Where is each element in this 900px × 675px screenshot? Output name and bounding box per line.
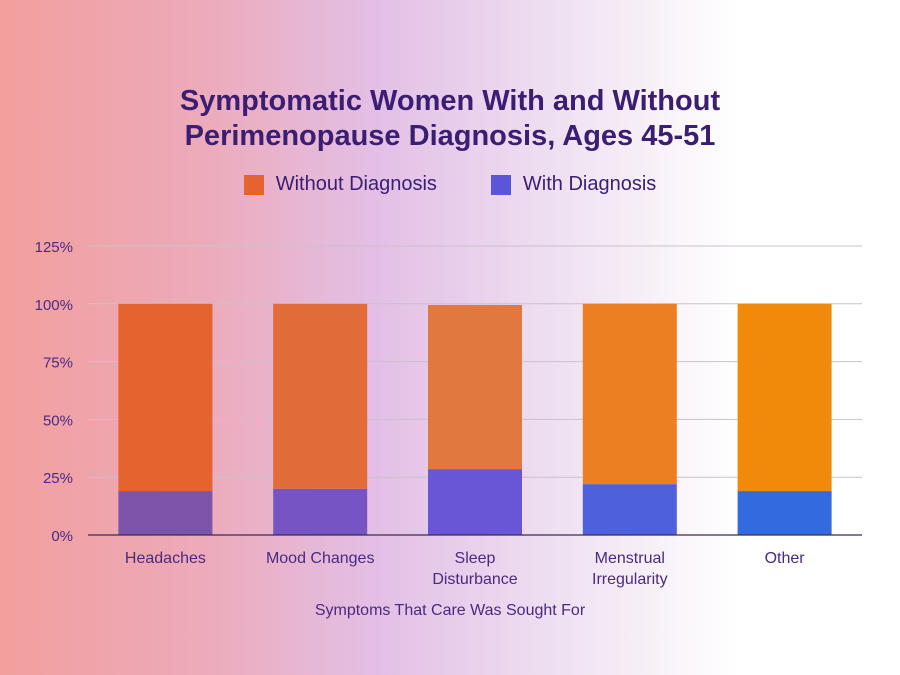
legend-swatch-without-diagnosis bbox=[243, 174, 264, 195]
legend-item-with-diagnosis: With Diagnosis bbox=[490, 173, 657, 196]
x-tick-label: Sleep bbox=[455, 550, 496, 567]
bar-without-diagnosis bbox=[737, 303, 832, 492]
y-tick-label: 0% bbox=[51, 528, 73, 545]
legend: Without Diagnosis With Diagnosis bbox=[0, 173, 900, 196]
x-tick-label: Other bbox=[765, 550, 806, 567]
x-tick-label: Menstrual bbox=[595, 550, 665, 567]
chart-title-line-1: Symptomatic Women With and Without bbox=[179, 85, 721, 117]
legend-item-without-diagnosis: Without Diagnosis bbox=[243, 173, 437, 196]
chart-title-line-2: Perimenopause Diagnosis, Ages 45-51 bbox=[184, 120, 716, 152]
bar-with-diagnosis bbox=[428, 469, 522, 535]
bar-without-diagnosis bbox=[582, 303, 677, 485]
bar-with-diagnosis bbox=[582, 484, 677, 535]
bar-with-diagnosis bbox=[273, 488, 368, 535]
legend-swatch-with-diagnosis bbox=[490, 174, 511, 195]
legend-label-without-diagnosis: Without Diagnosis bbox=[275, 173, 437, 195]
bar-with-diagnosis bbox=[737, 491, 832, 535]
chart-title: Symptomatic Women With and Without Perim… bbox=[0, 84, 900, 154]
bar-without-diagnosis bbox=[118, 303, 213, 492]
bar-without-diagnosis bbox=[273, 303, 368, 489]
x-tick-label: Irregularity bbox=[592, 571, 668, 588]
x-tick-label: Mood Changes bbox=[266, 550, 375, 567]
legend-label-with-diagnosis: With Diagnosis bbox=[522, 173, 657, 195]
y-tick-label: 25% bbox=[43, 470, 73, 487]
x-axis-title: Symptoms That Care Was Sought For bbox=[314, 602, 586, 619]
x-tick-label: Headaches bbox=[125, 550, 206, 567]
y-tick-label: 75% bbox=[43, 355, 73, 372]
bar-without-diagnosis bbox=[428, 304, 522, 470]
y-tick-label: 125% bbox=[35, 239, 73, 256]
x-tick-label: Disturbance bbox=[432, 571, 517, 588]
y-tick-label: 100% bbox=[35, 297, 73, 314]
bar-with-diagnosis bbox=[118, 491, 213, 535]
y-tick-label: 50% bbox=[43, 412, 73, 429]
